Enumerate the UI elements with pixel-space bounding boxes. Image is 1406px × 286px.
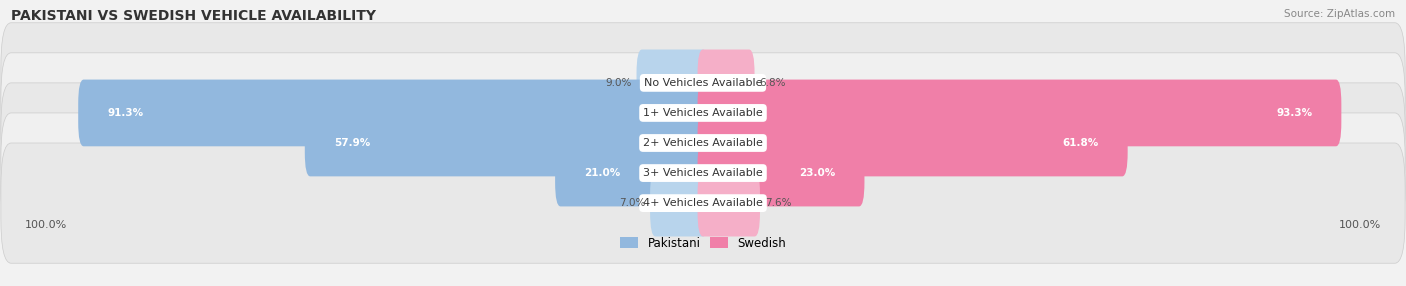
FancyBboxPatch shape [697,140,865,206]
Text: 100.0%: 100.0% [25,220,67,230]
FancyBboxPatch shape [555,140,709,206]
Text: 21.0%: 21.0% [585,168,620,178]
Text: 4+ Vehicles Available: 4+ Vehicles Available [643,198,763,208]
FancyBboxPatch shape [697,170,761,237]
Text: No Vehicles Available: No Vehicles Available [644,78,762,88]
Text: 57.9%: 57.9% [335,138,370,148]
Text: 23.0%: 23.0% [799,168,835,178]
Text: 9.0%: 9.0% [606,78,631,88]
Text: 1+ Vehicles Available: 1+ Vehicles Available [643,108,763,118]
FancyBboxPatch shape [1,53,1405,173]
Text: PAKISTANI VS SWEDISH VEHICLE AVAILABILITY: PAKISTANI VS SWEDISH VEHICLE AVAILABILIT… [11,9,377,23]
FancyBboxPatch shape [79,80,709,146]
FancyBboxPatch shape [697,80,1341,146]
FancyBboxPatch shape [1,83,1405,203]
Text: 7.0%: 7.0% [619,198,645,208]
FancyBboxPatch shape [650,170,709,237]
Text: 100.0%: 100.0% [1339,220,1381,230]
Text: 91.3%: 91.3% [107,108,143,118]
Legend: Pakistani, Swedish: Pakistani, Swedish [620,237,786,250]
Text: 6.8%: 6.8% [759,78,786,88]
FancyBboxPatch shape [1,23,1405,143]
FancyBboxPatch shape [697,110,1128,176]
FancyBboxPatch shape [1,143,1405,263]
Text: 61.8%: 61.8% [1063,138,1098,148]
Text: 2+ Vehicles Available: 2+ Vehicles Available [643,138,763,148]
Text: 3+ Vehicles Available: 3+ Vehicles Available [643,168,763,178]
FancyBboxPatch shape [697,49,755,116]
Text: 93.3%: 93.3% [1277,108,1312,118]
Text: Source: ZipAtlas.com: Source: ZipAtlas.com [1284,9,1395,19]
Text: 7.6%: 7.6% [765,198,792,208]
FancyBboxPatch shape [1,113,1405,233]
FancyBboxPatch shape [305,110,709,176]
FancyBboxPatch shape [637,49,709,116]
